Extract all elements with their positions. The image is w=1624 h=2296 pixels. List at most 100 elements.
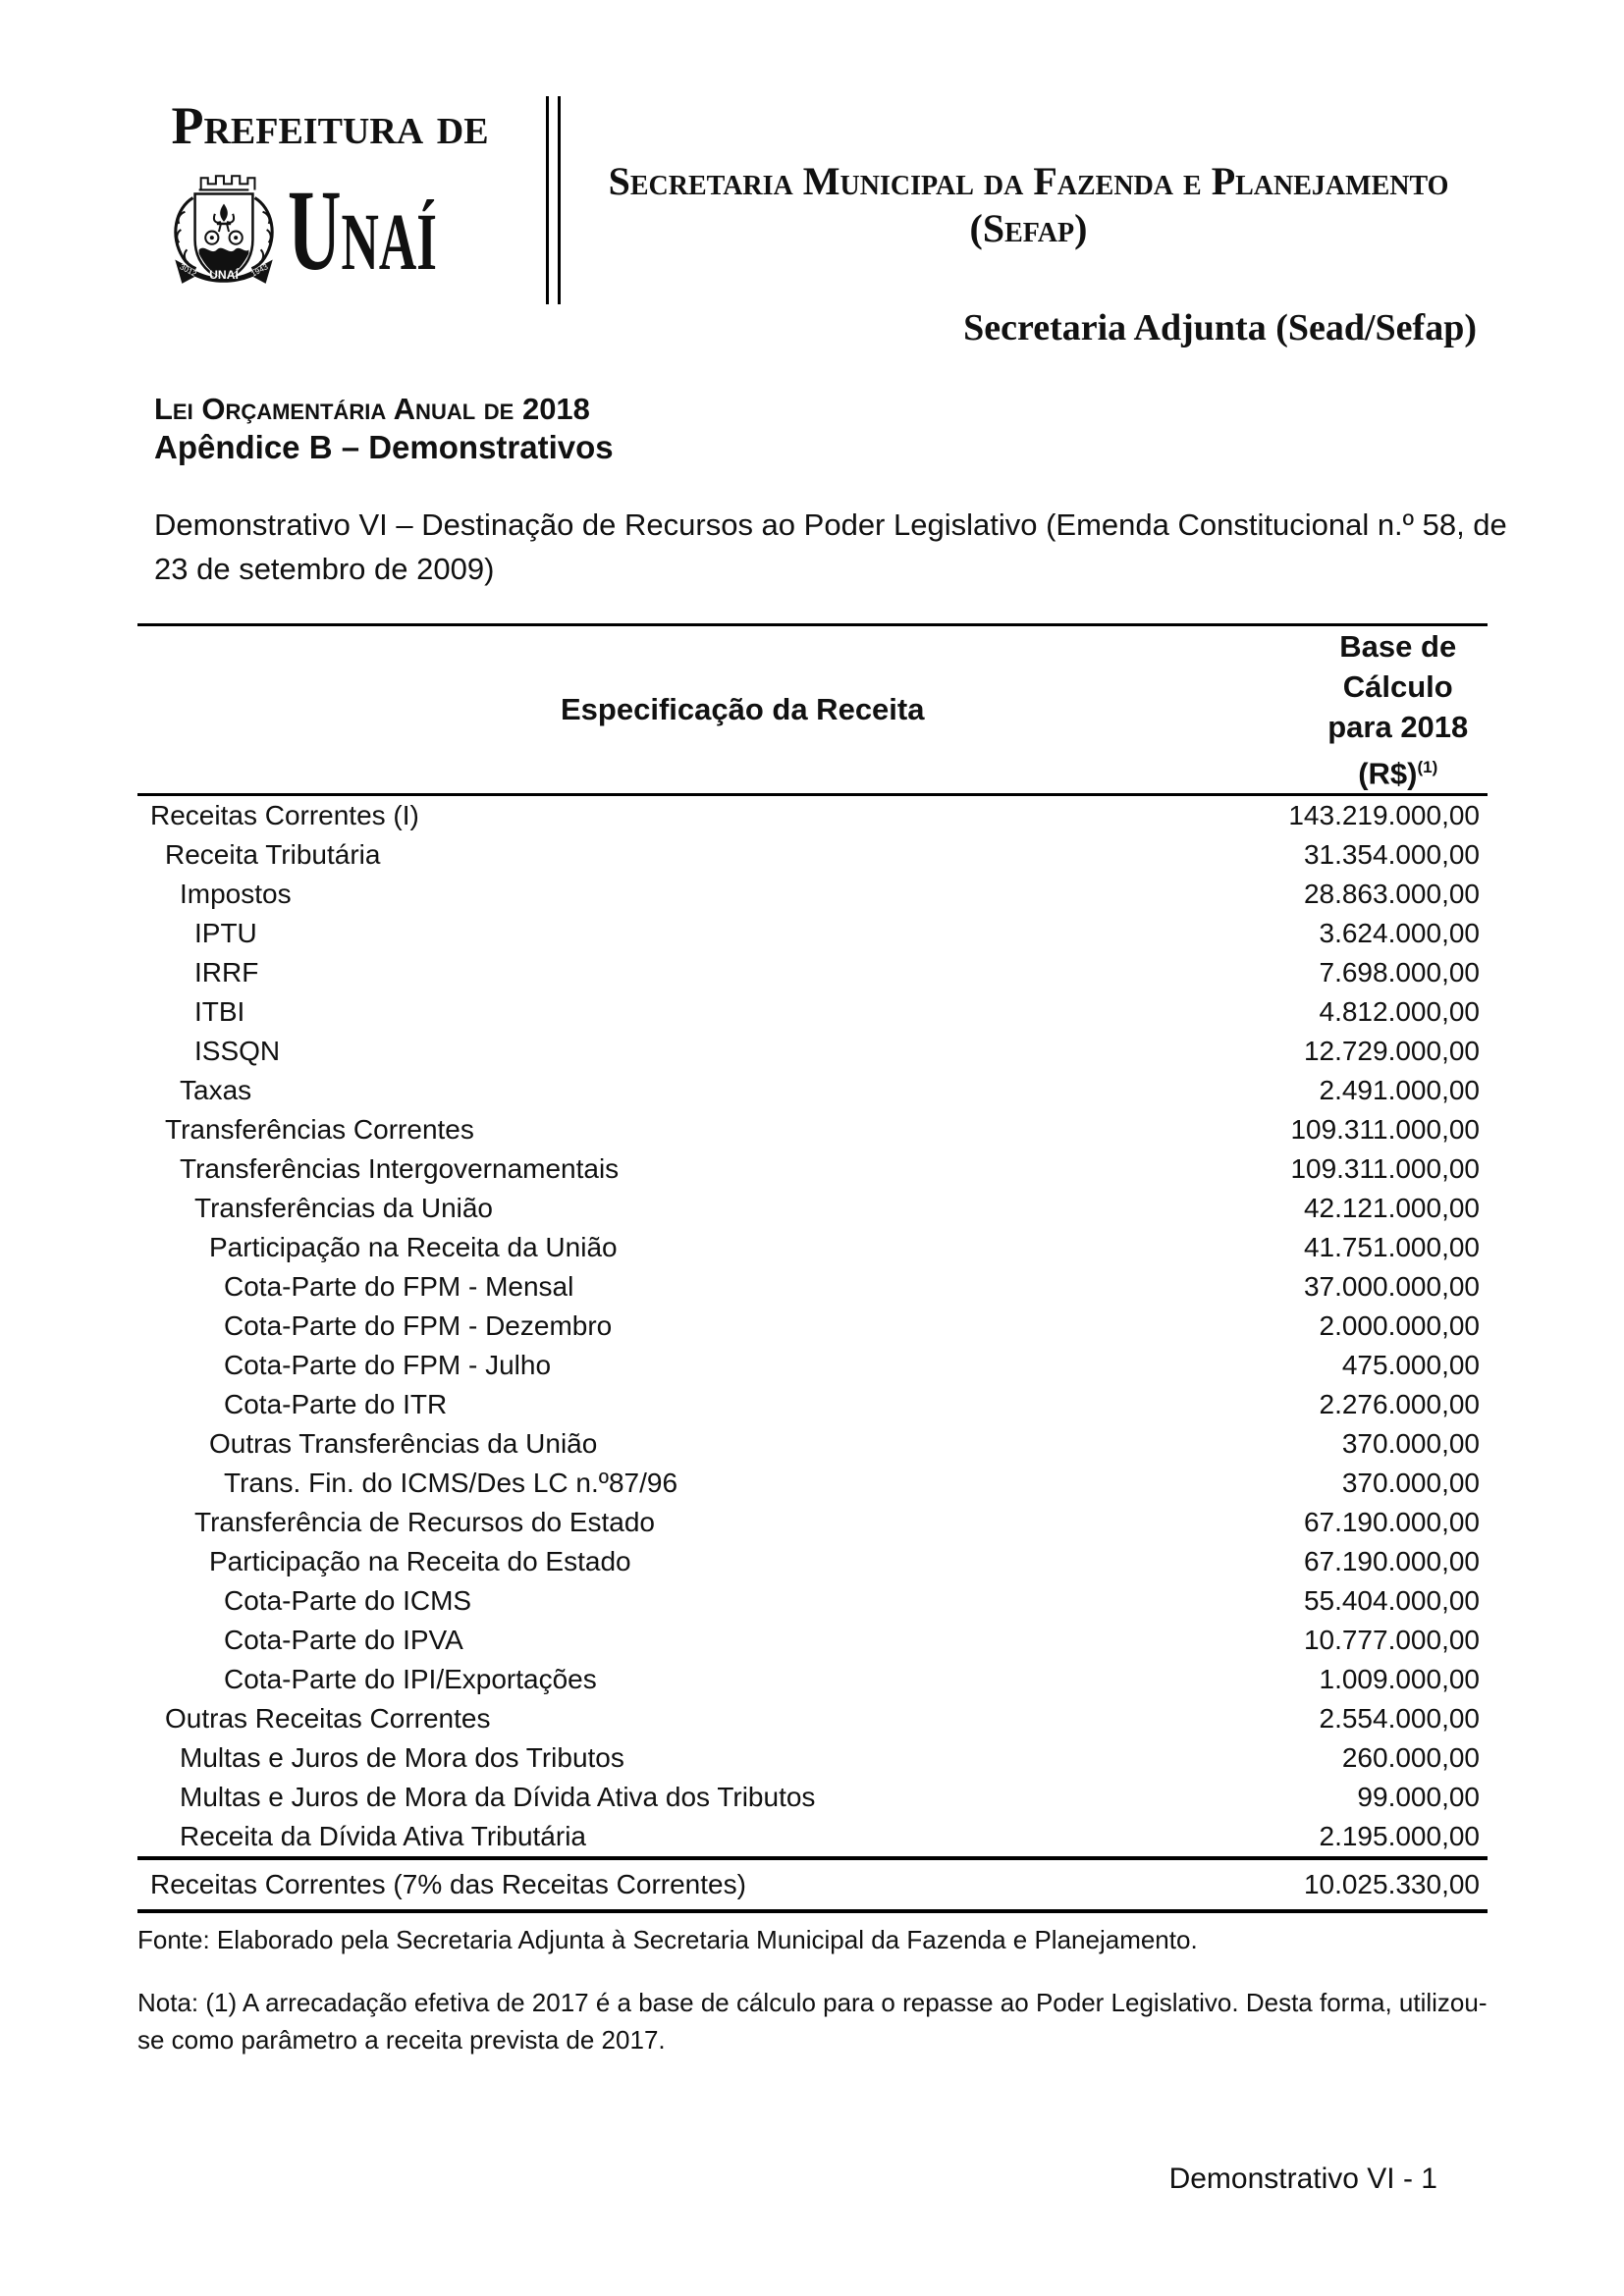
row-label: Cota-Parte do ITR [224, 1389, 448, 1420]
row-value: 2.276.000,00 [1319, 1389, 1481, 1420]
row-label: Taxas [180, 1075, 252, 1106]
table-row: Outras Transferências da União 370.000,00 [137, 1424, 1488, 1464]
column-header-specification: Especificação da Receita [137, 622, 1162, 797]
table-row: Receita Tributária 31.354.000,00 [137, 835, 1488, 875]
row-value: 42.121.000,00 [1303, 1193, 1480, 1224]
row-label: Multas e Juros de Mora da Dívida Ativa d… [180, 1782, 816, 1813]
row-label: IRRF [194, 957, 259, 988]
row-value: 1.009.000,00 [1319, 1664, 1481, 1695]
row-value: 260.000,00 [1341, 1742, 1480, 1774]
row-value: 370.000,00 [1341, 1428, 1480, 1460]
table-row: Receitas Correntes (I) 143.219.000,00 [137, 795, 1488, 836]
row-value: 143.219.000,00 [1288, 800, 1480, 831]
page-footer-label: Demonstrativo VI - 1 [1168, 2163, 1437, 2195]
row-label: Transferências Correntes [165, 1114, 474, 1146]
row-label: Receita da Dívida Ativa Tributária [180, 1821, 586, 1852]
secretariat-line1: Secretaria Municipal da Fazenda e Planej… [608, 159, 1449, 203]
row-label: Cota-Parte do FPM - Dezembro [224, 1310, 613, 1342]
row-label: Transferências Intergovernamentais [180, 1153, 620, 1185]
row-label: Multas e Juros de Mora dos Tributos [180, 1742, 624, 1774]
row-value: 31.354.000,00 [1303, 839, 1480, 871]
row-label: IPTU [194, 918, 257, 949]
table-row: Cota-Parte do FPM - Mensal 37.000.000,00 [137, 1267, 1488, 1307]
row-value: 99.000,00 [1357, 1782, 1480, 1813]
row-label: Receita Tributária [165, 839, 381, 871]
table-row: Transferências da União 42.121.000,00 [137, 1189, 1488, 1228]
row-value: 2.491.000,00 [1319, 1075, 1481, 1106]
logo-org-large: Unaí [288, 166, 437, 294]
row-label: Participação na Receita do Estado [209, 1546, 631, 1577]
table-row: Participação na Receita da União 41.751.0… [137, 1228, 1488, 1267]
row-value: 28.863.000,00 [1303, 879, 1480, 910]
column-header-base-line2: para 2018 (R$) [1327, 710, 1469, 791]
row-value: 2.195.000,00 [1319, 1821, 1481, 1852]
row-label: Cota-Parte do IPI/Exportações [224, 1664, 597, 1695]
row-value: 109.311.000,00 [1290, 1153, 1480, 1185]
logo-org-small: Prefeitura de [171, 96, 489, 155]
row-value: 67.190.000,00 [1303, 1546, 1480, 1577]
revenue-table: Especificação da Receita Base de Cálculo… [137, 622, 1488, 1914]
row-value: 2.000.000,00 [1319, 1310, 1481, 1342]
table-row: Cota-Parte do IPVA 10.777.000,00 [137, 1621, 1488, 1660]
secretariat-title: Secretaria Municipal da Fazenda e Planej… [574, 159, 1483, 251]
law-title: Lei Orçamentária Anual de 2018 [154, 392, 590, 426]
footnote: Nota: (1) A arrecadação efetiva de 2017 … [137, 1988, 1488, 2056]
row-value: 12.729.000,00 [1303, 1036, 1480, 1067]
row-value: 55.404.000,00 [1303, 1585, 1480, 1617]
table-row: Receita da Dívida Ativa Tributária 2.195.… [137, 1817, 1488, 1858]
row-value: 67.190.000,00 [1303, 1507, 1480, 1538]
table-row: Cota-Parte do IPI/Exportações 1.009.000,0… [137, 1660, 1488, 1699]
row-value: 2.554.000,00 [1319, 1703, 1481, 1735]
row-value: 10.777.000,00 [1303, 1625, 1480, 1656]
row-label: Cota-Parte do IPVA [224, 1625, 463, 1656]
unai-coat-of-arms-icon: UNAÍ 3012 1943 [174, 175, 274, 284]
table-row: Trans. Fin. do ICMS/Des LC n.º87/96 370.0… [137, 1464, 1488, 1503]
crest-banner-center: UNAÍ [209, 267, 239, 282]
row-label: Outras Transferências da União [209, 1428, 598, 1460]
total-row-label: Receitas Correntes (7% das Receitas Corr… [137, 1856, 1162, 1914]
row-label: Cota-Parte do FPM - Mensal [224, 1271, 574, 1303]
table-row: Cota-Parte do ICMS 55.404.000,00 [137, 1581, 1488, 1621]
footnote-marker: (1) [1417, 758, 1438, 776]
column-header-base-line1: Base de Cálculo [1339, 629, 1457, 704]
row-label: Impostos [180, 879, 292, 910]
row-label: Transferência de Recursos do Estado [194, 1507, 655, 1538]
table-row: Cota-Parte do FPM - Julho 475.000,00 [137, 1346, 1488, 1385]
total-row: Receitas Correntes (7% das Receitas Corr… [137, 1856, 1488, 1914]
table-total: Receitas Correntes (7% das Receitas Corr… [137, 1856, 1488, 1914]
row-label: Receitas Correntes (I) [150, 800, 419, 831]
row-value: 475.000,00 [1341, 1350, 1480, 1381]
table-row: ITBI 4.812.000,00 [137, 992, 1488, 1032]
table-row: Multas e Juros de Mora dos Tributos 260.0… [137, 1738, 1488, 1778]
table-row: IPTU 3.624.000,00 [137, 914, 1488, 953]
table-row: Multas e Juros de Mora da Dívida Ativa d… [137, 1778, 1488, 1817]
table-row: Transferências Correntes 109.311.000,00 [137, 1110, 1488, 1149]
letterhead-divider [546, 96, 561, 304]
row-value: 3.624.000,00 [1319, 918, 1481, 949]
table-row: Outras Receitas Correntes 2.554.000,00 [137, 1699, 1488, 1738]
row-value: 7.698.000,00 [1319, 957, 1481, 988]
table-row: ISSQN 12.729.000,00 [137, 1032, 1488, 1071]
row-label: Outras Receitas Correntes [165, 1703, 491, 1735]
row-value: 41.751.000,00 [1303, 1232, 1480, 1263]
row-label: Trans. Fin. do ICMS/Des LC n.º87/96 [224, 1468, 678, 1499]
row-value: 37.000.000,00 [1303, 1271, 1480, 1303]
table-row: Cota-Parte do FPM - Dezembro 2.000.000,00 [137, 1307, 1488, 1346]
table-row: Participação na Receita do Estado 67.190.… [137, 1542, 1488, 1581]
row-label: Cota-Parte do FPM - Julho [224, 1350, 552, 1381]
sub-secretariat: Secretaria Adjunta (Sead/Sefap) [963, 307, 1477, 348]
row-label: Participação na Receita da União [209, 1232, 618, 1263]
table-row: Transferências Intergovernamentais 109.31… [137, 1149, 1488, 1189]
table-header: Especificação da Receita Base de Cálculo… [137, 622, 1488, 797]
row-label: Transferências da União [194, 1193, 494, 1224]
table-body: Receitas Correntes (I) 143.219.000,00 Rece… [137, 795, 1488, 1859]
table-row: Transferência de Recursos do Estado 67.19… [137, 1503, 1488, 1542]
total-row-value: 10.025.330,00 [1161, 1856, 1488, 1914]
column-header-base: Base de Cálculo para 2018 (R$)(1) [1161, 622, 1488, 797]
table-row: Impostos 28.863.000,00 [137, 875, 1488, 914]
row-label: Cota-Parte do ICMS [224, 1585, 472, 1617]
row-value: 4.812.000,00 [1319, 996, 1481, 1028]
row-label: ITBI [194, 996, 245, 1028]
table-row: Cota-Parte do ITR 2.276.000,00 [137, 1385, 1488, 1424]
